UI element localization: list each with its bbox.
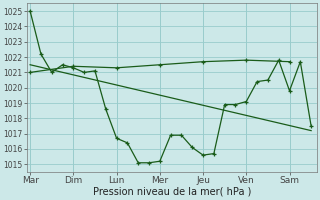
X-axis label: Pression niveau de la mer( hPa ): Pression niveau de la mer( hPa ) bbox=[92, 187, 251, 197]
